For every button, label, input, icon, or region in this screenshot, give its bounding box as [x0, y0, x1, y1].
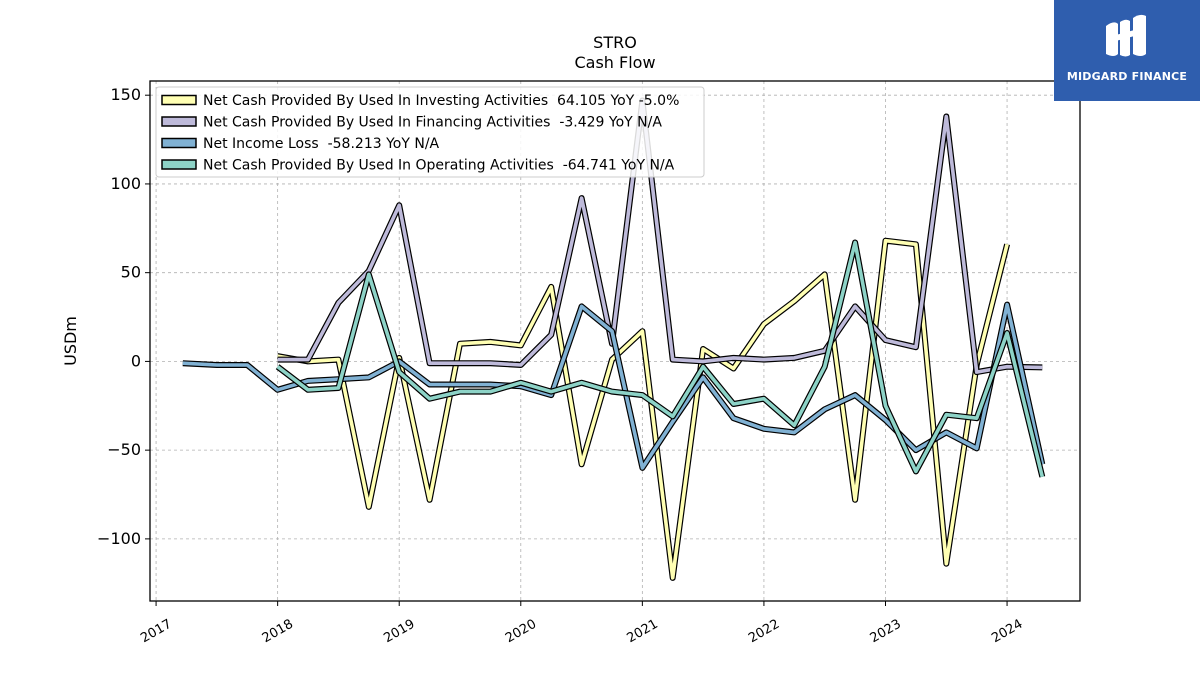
- y-tick-label: 150: [110, 85, 141, 104]
- legend-label: Net Income Loss -58.213 YoY N/A: [203, 136, 440, 152]
- legend-swatch: [161, 116, 197, 127]
- y-tick-label: 100: [110, 174, 141, 193]
- x-tick-label: 2018: [260, 617, 296, 647]
- plot-frame: [149, 80, 1081, 602]
- y-tick-label: −100: [97, 529, 141, 548]
- x-tick-label: 2020: [503, 617, 539, 647]
- legend-swatch: [161, 137, 197, 149]
- chart-subtitle: Cash Flow: [574, 53, 655, 72]
- series-1-line: [277, 98, 1043, 374]
- y-axis-label: USDm: [61, 316, 80, 366]
- y-tick-label: −50: [107, 440, 141, 459]
- legend-label: Net Cash Provided By Used In Financing A…: [203, 115, 662, 131]
- x-tick-label: 2024: [989, 617, 1025, 647]
- x-tick-label: 2019: [381, 617, 417, 647]
- legend-label: Net Cash Provided By Used In Operating A…: [203, 158, 675, 174]
- legend-label: Net Cash Provided By Used In Investing A…: [203, 93, 679, 109]
- brand-name: MIDGARD FINANCE: [1066, 70, 1188, 83]
- x-tick-label: 2017: [138, 617, 174, 647]
- y-tick-label: 0: [131, 351, 141, 370]
- series-3-line: [276, 240, 1045, 478]
- y-tick-label: 50: [121, 263, 141, 282]
- series-layer: [182, 97, 1046, 581]
- legend-swatch: [161, 159, 197, 170]
- chart-title: STRO: [593, 33, 637, 52]
- x-tick-label: 2021: [625, 617, 661, 647]
- series-0-line: [277, 238, 1009, 580]
- x-tick-label: 2023: [868, 617, 904, 647]
- legend-box: [155, 86, 705, 178]
- x-tick-label: 2022: [746, 617, 782, 647]
- legend: Net Cash Provided By Used In Investing A…: [155, 86, 705, 178]
- legend-swatch: [161, 94, 197, 106]
- series-2-outline: [182, 301, 1046, 471]
- logo-mark-icon: [1106, 14, 1146, 57]
- brand-logo: MIDGARD FINANCE: [1054, 0, 1200, 101]
